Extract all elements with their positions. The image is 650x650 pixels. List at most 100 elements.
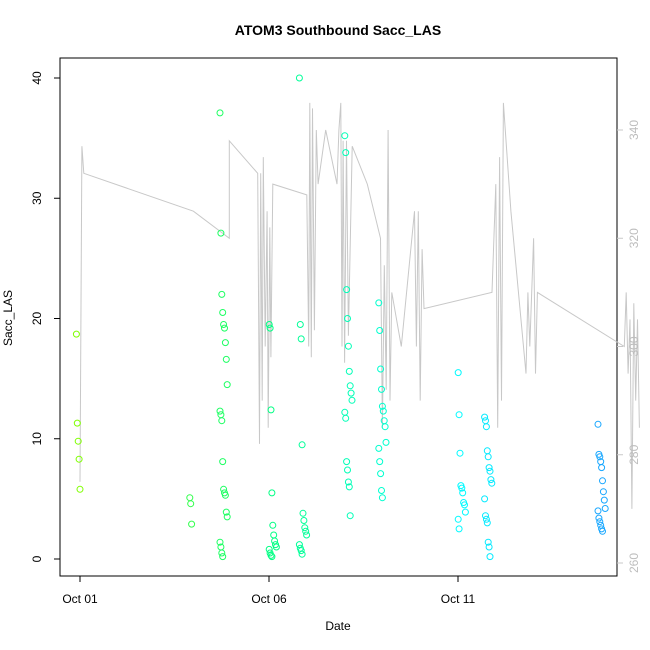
data-point (219, 553, 227, 561)
data-point (482, 512, 489, 520)
chart-title: ATOM3 Southbound Sacc_LAS (235, 22, 441, 38)
data-point (300, 517, 308, 524)
data-point (378, 402, 386, 410)
data-point (595, 514, 603, 522)
data-point (346, 382, 354, 390)
x-axis-label: Date (325, 619, 351, 633)
y-tick-label: 20 (30, 312, 44, 326)
data-point (298, 441, 306, 449)
data-point (599, 527, 606, 535)
data-point (186, 494, 194, 502)
data-point (381, 423, 389, 431)
data-point (268, 553, 276, 561)
x-axis: Oct 01 Oct 06 Oct 11 (62, 576, 476, 606)
data-point (342, 414, 350, 422)
data-point (221, 491, 229, 499)
data-point (296, 321, 304, 328)
data-point (458, 484, 466, 492)
y2-axis: 260 280 300 320 340 (617, 120, 641, 573)
data-point (378, 494, 386, 502)
data-point (188, 520, 196, 528)
data-point (221, 339, 229, 347)
y-tick-label: 0 (30, 555, 44, 562)
data-point (299, 509, 307, 517)
x-tick-label: Oct 06 (251, 592, 287, 606)
data-point (599, 488, 607, 496)
data-point (298, 550, 306, 558)
y2-tick-label: 280 (627, 444, 641, 464)
data-point (74, 437, 82, 445)
data-point (484, 538, 492, 546)
data-point (269, 521, 277, 529)
data-point (378, 487, 385, 494)
data-point (461, 508, 469, 516)
data-point (596, 518, 604, 526)
data-point (483, 519, 491, 527)
data-point (382, 438, 390, 446)
data-point (267, 406, 275, 414)
y-tick-label: 30 (30, 191, 44, 205)
y2-tick-label: 340 (627, 120, 641, 140)
data-point (295, 74, 303, 82)
data-point (220, 321, 228, 328)
data-point (302, 527, 310, 535)
data-point (75, 455, 83, 463)
x-tick-label: Oct 01 (62, 592, 98, 606)
data-point (485, 543, 493, 551)
data-point (222, 355, 230, 363)
data-point (488, 479, 496, 487)
data-point (268, 489, 276, 497)
y2-tick-label: 300 (627, 336, 641, 356)
data-point (378, 385, 385, 393)
data-point (601, 505, 609, 512)
data-point (487, 476, 495, 484)
y-axis: 0 10 20 30 40 (30, 71, 60, 562)
data-point (375, 444, 383, 452)
data-point (455, 411, 463, 419)
data-point (481, 495, 489, 503)
data-point (270, 531, 278, 539)
data-point (266, 324, 274, 332)
data-point (341, 408, 349, 416)
data-point (347, 389, 355, 397)
data-point (218, 417, 226, 425)
data-point (484, 453, 492, 461)
secondary-line (79, 102, 640, 509)
data-point (297, 547, 305, 555)
data-point (376, 458, 384, 466)
data-point (485, 464, 493, 472)
data-point (596, 453, 604, 461)
data-point (218, 549, 226, 557)
data-point (482, 417, 489, 425)
data-point (599, 477, 606, 485)
data-point (343, 286, 351, 294)
data-point (454, 369, 462, 377)
data-point (297, 335, 305, 343)
data-point (342, 149, 350, 157)
data-point (461, 501, 468, 509)
y2-tick-label: 260 (627, 553, 641, 573)
data-point (216, 109, 224, 117)
data-point (594, 507, 602, 515)
data-point (216, 538, 224, 546)
data-point (482, 515, 490, 523)
data-point (267, 551, 275, 559)
data-point (454, 515, 462, 523)
data-point (217, 229, 225, 237)
secondary-series-line (79, 102, 640, 509)
data-point (345, 483, 353, 491)
y2-tick-label: 320 (627, 228, 641, 248)
data-point (76, 485, 84, 493)
data-point (344, 466, 351, 474)
data-point (600, 496, 608, 504)
data-point (216, 407, 224, 415)
data-point (346, 512, 354, 520)
data-point (343, 458, 351, 466)
data-point (375, 299, 383, 307)
data-point (72, 330, 80, 338)
data-point (219, 309, 227, 316)
data-point (459, 489, 467, 497)
data-point (486, 467, 494, 475)
data-point (345, 367, 353, 375)
